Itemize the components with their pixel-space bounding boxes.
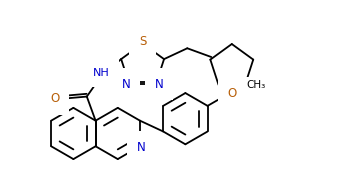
Text: O: O: [227, 87, 236, 100]
Text: O: O: [51, 92, 60, 105]
Text: NH: NH: [93, 68, 110, 78]
Text: N: N: [122, 78, 131, 91]
Text: N: N: [154, 78, 163, 91]
Text: N: N: [137, 141, 145, 154]
Text: CH₃: CH₃: [246, 80, 265, 90]
Text: S: S: [139, 35, 146, 48]
